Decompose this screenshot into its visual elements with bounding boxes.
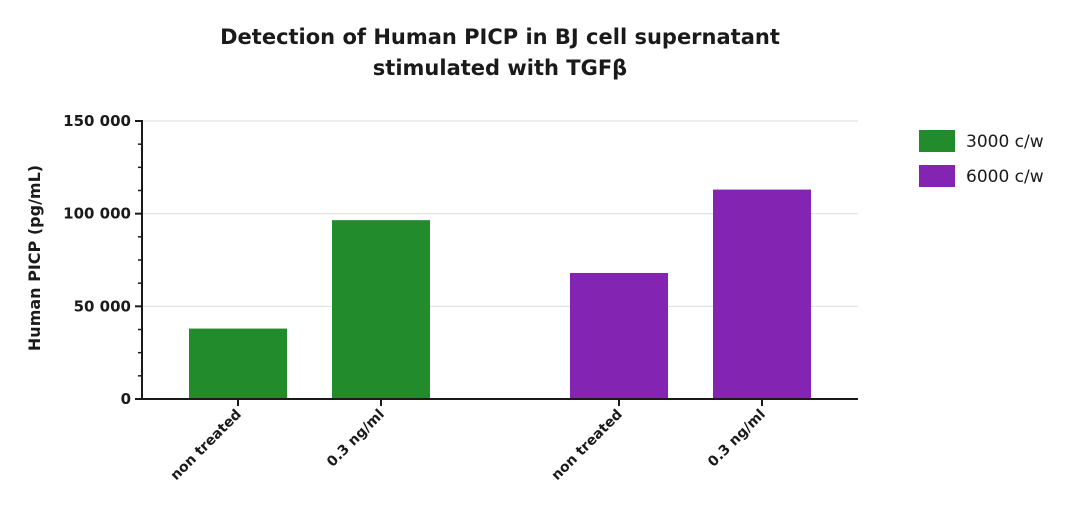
chart-title-line-2: stimulated with TGFβ <box>373 56 627 80</box>
legend-label: 6000 c/w <box>966 167 1044 187</box>
y-axis-ticks: 0 50 000 100 000 150 000 <box>63 112 142 408</box>
legend-swatch <box>919 165 955 187</box>
x-category-label: 0.3 ng/ml <box>705 407 769 471</box>
y-tick-label: 50 000 <box>74 297 131 315</box>
bar <box>570 272 668 399</box>
x-axis-labels: non treated 0.3 ng/ml non treated 0.3 ng/ml <box>168 407 769 484</box>
legend: 3000 c/w 6000 c/w <box>919 130 1044 187</box>
chart-title-line-1: Detection of Human PICP in BJ cell super… <box>220 25 780 49</box>
y-tick-label: 0 <box>121 390 131 408</box>
legend-swatch <box>919 130 955 152</box>
x-category-label: 0.3 ng/ml <box>324 407 388 471</box>
bar <box>713 189 811 399</box>
x-category-label: non treated <box>168 407 245 484</box>
y-tick-label: 150 000 <box>63 112 131 130</box>
bars <box>189 189 811 399</box>
bar <box>189 328 287 399</box>
y-axis-title: Human PICP (pg/mL) <box>25 165 44 351</box>
y-tick-label: 100 000 <box>63 205 131 223</box>
x-category-label: non treated <box>549 407 626 484</box>
bar <box>332 220 430 399</box>
legend-label: 3000 c/w <box>966 132 1044 152</box>
